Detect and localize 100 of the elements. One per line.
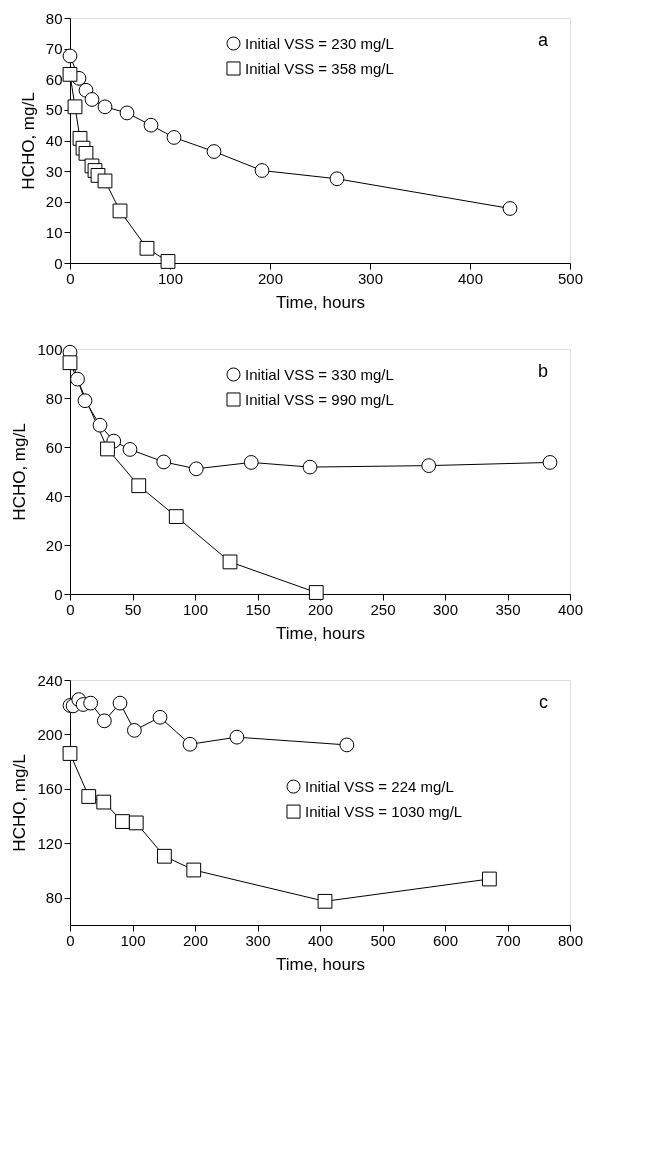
point (83, 695, 99, 711)
point (119, 105, 135, 121)
x-axis-title: Time, hours (275, 292, 366, 312)
point (160, 254, 176, 269)
y-tick-label: 240 (37, 671, 63, 689)
x-tick-label: 350 (495, 600, 521, 618)
y-tick-label: 0 (54, 585, 63, 603)
point (81, 789, 97, 804)
point (166, 130, 182, 145)
annotation: a (537, 30, 549, 50)
point (100, 441, 115, 457)
y-tick-label: 0 (54, 254, 63, 272)
x-tick-label: 700 (495, 931, 521, 949)
point (70, 371, 85, 387)
x-tick-label: 200 (182, 931, 209, 949)
point (122, 442, 138, 457)
point (243, 455, 259, 470)
point (143, 117, 159, 133)
point (229, 729, 245, 745)
x-tick-label: 200 (257, 269, 284, 287)
x-tick-label: 500 (557, 269, 584, 287)
x-tick-label: 300 (432, 600, 459, 618)
y-tick-label: 120 (37, 834, 63, 852)
x-tick-label: 500 (370, 931, 396, 949)
legend-label: Initial VSS = 1030 mg/L (305, 802, 463, 820)
point (156, 848, 172, 864)
y-tick-label: 20 (45, 536, 63, 554)
point (62, 66, 78, 82)
point (126, 722, 142, 738)
legend-label: Initial VSS = 990 mg/L (245, 390, 394, 408)
y-tick-label: 40 (45, 487, 63, 505)
y-tick-label: 30 (45, 162, 63, 180)
annotation: b (537, 361, 548, 381)
x-tick-label: 600 (432, 931, 459, 949)
y-tick-label: 60 (45, 438, 63, 456)
point (92, 417, 108, 433)
point (481, 871, 497, 887)
point (317, 893, 333, 909)
point (97, 99, 113, 115)
point (206, 144, 222, 159)
point (254, 163, 270, 178)
legend-label: Initial VSS = 224 mg/L (305, 777, 454, 795)
point (329, 171, 345, 187)
point (62, 355, 78, 371)
point (62, 746, 78, 761)
x-tick-label: 300 (245, 931, 271, 949)
point (139, 240, 155, 256)
x-axis-title: Time, hours (275, 954, 366, 974)
y-tick-label: 20 (45, 193, 63, 211)
point (96, 794, 112, 810)
point (67, 99, 83, 115)
y-axis-title: HCHO, mg/L (10, 754, 30, 852)
y-tick-label: 60 (45, 70, 63, 88)
x-tick-label: 0 (66, 269, 75, 287)
point (97, 173, 113, 189)
x-tick-label: 400 (557, 600, 584, 618)
y-tick-label: 80 (45, 889, 63, 907)
point (222, 554, 238, 570)
point (112, 203, 128, 219)
annotation: c (539, 692, 548, 712)
legend-label: Initial VSS = 358 mg/L (245, 59, 394, 77)
x-tick-label: 0 (66, 600, 75, 618)
point (84, 92, 100, 107)
point (152, 709, 168, 725)
y-axis-title: HCHO, mg/L (10, 423, 30, 521)
point (302, 459, 318, 475)
point (156, 454, 172, 470)
point (112, 695, 128, 711)
x-tick-label: 100 (120, 931, 146, 949)
point (421, 458, 437, 473)
y-tick-label: 40 (45, 132, 63, 149)
x-axis-title: Time, hours (275, 623, 366, 643)
point (131, 478, 147, 494)
x-tick-label: 150 (245, 600, 271, 618)
y-tick-label: 80 (45, 9, 63, 27)
point (188, 461, 204, 477)
x-tick-label: 400 (307, 931, 334, 949)
point (182, 736, 198, 752)
y-tick-label: 10 (45, 223, 63, 241)
x-tick-label: 50 (124, 600, 142, 618)
point (78, 145, 94, 161)
point (77, 393, 93, 409)
x-tick-label: 300 (357, 269, 384, 287)
x-tick-label: 400 (457, 269, 484, 287)
y-tick-label: 160 (37, 780, 63, 798)
point (308, 585, 324, 600)
point (128, 815, 144, 831)
x-tick-label: 100 (182, 600, 209, 618)
x-tick-label: 250 (370, 600, 396, 618)
point (96, 713, 112, 729)
x-tick-label: 100 (157, 269, 184, 287)
y-tick-label: 80 (45, 389, 63, 407)
y-tick-label: 70 (45, 40, 63, 58)
y-tick-label: 100 (37, 340, 63, 358)
x-tick-label: 0 (66, 931, 75, 949)
point (115, 814, 130, 829)
legend-label: Initial VSS = 230 mg/L (245, 34, 394, 52)
point (62, 48, 78, 64)
point (168, 509, 184, 524)
x-tick-label: 200 (307, 600, 334, 618)
